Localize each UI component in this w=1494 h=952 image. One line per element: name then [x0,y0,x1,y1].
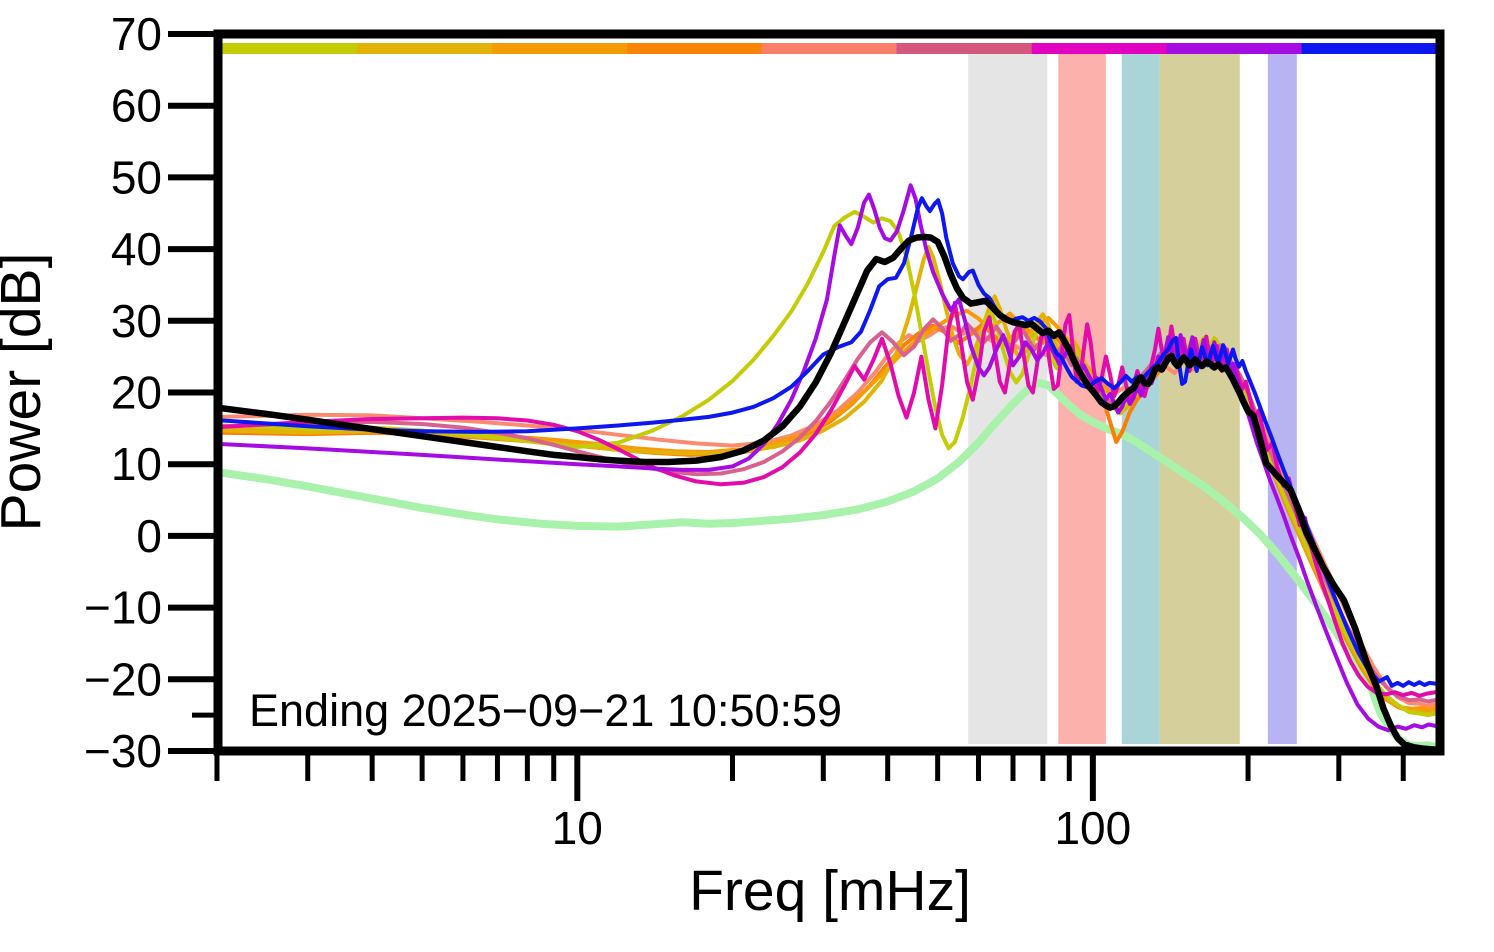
y-tick-label: −20 [84,653,162,705]
curve-pale-green [222,378,1436,748]
ending-timestamp-annotation: Ending 2025−09−21 10:50:59 [249,685,842,736]
y-tick-label: −30 [84,725,162,777]
colorbar-segment-1 [222,43,358,54]
y-tick-label: 60 [111,80,162,132]
curve-blue [222,196,1436,688]
curve-gold [222,244,1436,716]
y-tick-label: 40 [111,223,162,275]
colorbar-strip [222,43,1437,54]
axis-ticks-layer [168,31,1406,801]
curve-orange [222,308,1436,712]
x-tick-label: 100 [1054,802,1131,854]
x-axis-label: Freq [mHz] [689,859,971,923]
y-axis-label: Power [dB] [0,253,53,532]
band-olive [1159,54,1240,744]
y-tick-label: 30 [111,295,162,347]
y-tick-label: 20 [111,367,162,419]
colorbar-segment-4 [627,43,763,54]
colorbar-segment-7 [1031,43,1168,54]
plot-frame [213,29,1445,756]
band-gray [968,54,1048,744]
spectra-curves-layer [222,183,1436,748]
curve-black [222,233,1436,748]
colorbar-segment-2 [357,43,493,54]
y-tick-label: 50 [111,151,162,203]
colorbar-segment-6 [896,43,1033,54]
x-tick-label: 10 [552,802,603,854]
curve-dark-orange [222,322,1436,715]
y-tick-label: 10 [111,438,162,490]
y-tick-label: −10 [84,582,162,634]
colorbar-segment-3 [492,43,628,54]
curve-purple [222,183,1436,733]
y-tick-label: 0 [136,510,162,562]
y-tick-label: 70 [111,8,162,60]
colorbar-segment-8 [1166,43,1303,54]
band-lavender [1267,54,1297,744]
colorbar-segment-5 [761,43,898,54]
colorbar-segment-9 [1301,43,1437,54]
